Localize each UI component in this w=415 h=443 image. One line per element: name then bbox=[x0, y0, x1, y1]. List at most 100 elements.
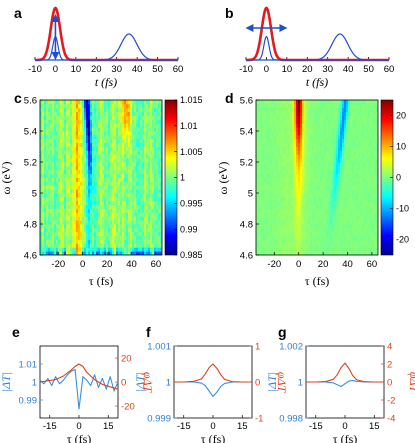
heatmap-cell bbox=[296, 247, 299, 252]
heatmap-cell bbox=[150, 181, 153, 186]
heatmap-cell bbox=[266, 235, 269, 240]
heatmap-cell bbox=[326, 115, 329, 120]
heatmap-cell bbox=[330, 243, 333, 248]
heatmap-cell bbox=[126, 208, 129, 213]
heatmap-cell bbox=[82, 111, 85, 116]
heatmap-cell bbox=[348, 181, 351, 186]
heatmap-cell bbox=[120, 173, 123, 178]
heatmap-cell bbox=[324, 169, 327, 175]
heatmap-cell bbox=[52, 131, 55, 136]
heatmap-cell bbox=[46, 251, 49, 255]
heatmap-cell bbox=[84, 100, 87, 105]
heatmap-cell bbox=[62, 123, 65, 128]
heatmap-cell bbox=[258, 235, 261, 240]
heatmap-cell bbox=[86, 123, 89, 128]
heatmap-cell bbox=[354, 231, 357, 237]
heatmap-cell bbox=[320, 189, 323, 194]
heatmap-cell bbox=[92, 100, 95, 105]
heatmap-cell bbox=[364, 200, 367, 206]
heatmap-cell bbox=[118, 212, 121, 217]
x-tick-label: 50 bbox=[363, 64, 374, 75]
heatmap-cell bbox=[326, 150, 329, 155]
heatmap-cell bbox=[102, 224, 105, 229]
x-tick-label: 20 bbox=[318, 259, 329, 270]
heatmap-cell bbox=[344, 169, 347, 175]
heatmap-cell bbox=[78, 107, 81, 113]
heatmap-cell bbox=[330, 154, 333, 159]
heatmap-cell bbox=[90, 212, 93, 217]
heatmap-cell bbox=[348, 200, 351, 206]
heatmap-cell bbox=[340, 208, 343, 213]
heatmap-cell bbox=[108, 212, 111, 217]
heatmap-cell bbox=[312, 169, 315, 175]
heatmap-cell bbox=[356, 247, 359, 252]
heatmap-cell bbox=[332, 185, 335, 190]
heatmap-cell bbox=[110, 181, 113, 186]
colorbar-tick-label: 1.015 bbox=[180, 95, 203, 105]
heatmap-cell bbox=[154, 189, 157, 194]
heatmap-cell bbox=[46, 162, 49, 167]
heatmap-cell bbox=[256, 123, 259, 128]
heatmap-cell bbox=[266, 134, 269, 140]
heatmap-cell bbox=[368, 158, 371, 163]
heatmap-cell bbox=[144, 185, 147, 190]
heatmap-cell bbox=[372, 227, 375, 233]
heatmap-cell bbox=[262, 196, 265, 202]
heatmap-cell bbox=[278, 127, 281, 132]
heatmap-cell bbox=[80, 212, 83, 217]
heatmap-cell bbox=[306, 138, 309, 144]
heatmap-cell bbox=[344, 193, 347, 198]
x-tick-label: 10 bbox=[71, 64, 82, 75]
heatmap-cell bbox=[330, 169, 333, 175]
heatmap-cell bbox=[136, 216, 139, 221]
heatmap-cell bbox=[256, 162, 259, 167]
heatmap-cell bbox=[76, 173, 79, 178]
heatmap-cell bbox=[154, 173, 157, 178]
heatmap-cell bbox=[370, 173, 373, 178]
heatmap-cell bbox=[156, 150, 159, 155]
heatmap-cell bbox=[364, 150, 367, 155]
heatmap-cell bbox=[278, 247, 281, 252]
heatmap-cell bbox=[56, 169, 59, 175]
heatmap-cell bbox=[146, 173, 149, 178]
heatmap-cell bbox=[92, 208, 95, 213]
heatmap-cell bbox=[68, 107, 71, 113]
heatmap-cell bbox=[110, 239, 113, 244]
heatmap-cell bbox=[352, 131, 355, 136]
heatmap-cell bbox=[74, 231, 77, 237]
heatmap-cell bbox=[292, 158, 295, 163]
heatmap-cell bbox=[98, 162, 101, 167]
heatmap-cell bbox=[52, 193, 55, 198]
heatmap-cell bbox=[260, 173, 263, 178]
heatmap-cell bbox=[300, 146, 303, 151]
heatmap-cell bbox=[80, 162, 83, 167]
heatmap-cell bbox=[70, 111, 73, 116]
heatmap-cell bbox=[366, 239, 369, 244]
heatmap-cell bbox=[80, 107, 83, 113]
heatmap-cell bbox=[46, 247, 49, 252]
heatmap-cell bbox=[260, 165, 263, 171]
heatmap-cell bbox=[366, 111, 369, 116]
heatmap-cell bbox=[140, 193, 143, 198]
heatmap-cell bbox=[62, 247, 65, 252]
heatmap-cell bbox=[348, 162, 351, 167]
heatmap-cell bbox=[140, 119, 143, 124]
heatmap-cell bbox=[154, 169, 157, 175]
heatmap-cell bbox=[50, 173, 53, 178]
heatmap-cell bbox=[94, 127, 97, 132]
heatmap-cell bbox=[72, 169, 75, 175]
heatmap-cell bbox=[326, 173, 329, 178]
heatmap-cell bbox=[150, 185, 153, 190]
heatmap-cell bbox=[316, 247, 319, 252]
heatmap-cell bbox=[310, 158, 313, 163]
heatmap-cell bbox=[106, 169, 109, 175]
heatmap-cell bbox=[290, 181, 293, 186]
heatmap-cell bbox=[116, 123, 119, 128]
heatmap-cell bbox=[346, 138, 349, 144]
heatmap-cell bbox=[138, 115, 141, 120]
heatmap-cell bbox=[48, 224, 51, 229]
heatmap-cell bbox=[80, 251, 83, 255]
heatmap-cell bbox=[316, 200, 319, 206]
heatmap-cell bbox=[56, 189, 59, 194]
heatmap-cell bbox=[314, 111, 317, 116]
